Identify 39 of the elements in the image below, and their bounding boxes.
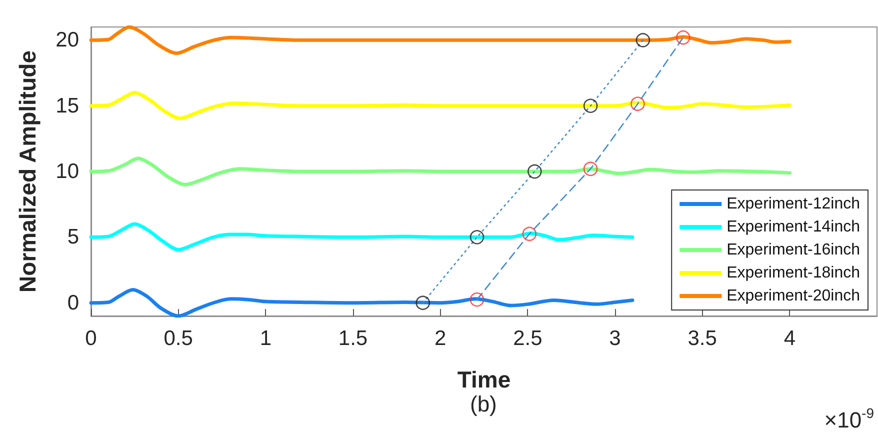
legend-label: Experiment-12inch: [726, 196, 860, 212]
point: [676, 30, 690, 45]
line-series: [89, 156, 792, 186]
point: [528, 164, 542, 179]
legend-label: Experiment-16inch: [726, 242, 860, 258]
legend-label: Experiment-18inch: [726, 264, 860, 282]
x-tick-label: 2.5: [513, 327, 542, 350]
x-tick-label: 2: [434, 327, 446, 350]
line-series: [89, 90, 792, 120]
x-tick-label: 4: [784, 327, 796, 350]
point: [630, 96, 645, 111]
point: [522, 226, 537, 242]
line-series: [89, 288, 634, 318]
point: [416, 296, 430, 310]
y-tick-label: 10: [56, 160, 79, 183]
y-tick-label: 0: [67, 291, 79, 314]
line-series: [476, 36, 684, 300]
x-tick-label: 3.5: [688, 327, 717, 350]
x-tick-label: 1: [260, 327, 272, 350]
point: [583, 162, 598, 176]
y-tick-label: 20: [56, 28, 79, 52]
line-series: [89, 25, 792, 56]
point: [470, 292, 484, 307]
x-tick-label: 0.5: [164, 327, 193, 350]
point: [636, 32, 650, 48]
y-axis-title: Normalized Amplitude: [14, 50, 40, 292]
point: [470, 230, 484, 244]
x-tick-label: 3: [609, 327, 621, 350]
legend-label: Experiment-20inch: [726, 288, 860, 304]
x-tick-label: 1.5: [338, 327, 368, 350]
x-tick-label: 0: [85, 327, 97, 350]
y-tick-label: 15: [56, 94, 79, 118]
text: (b): [470, 392, 497, 416]
point: [583, 98, 598, 113]
line-series: [422, 39, 644, 304]
line-series: [89, 222, 634, 252]
legend-label: Experiment-14inch: [726, 218, 860, 236]
y-tick-label: 5: [67, 226, 79, 249]
x-axis-title: Time: [457, 366, 511, 392]
